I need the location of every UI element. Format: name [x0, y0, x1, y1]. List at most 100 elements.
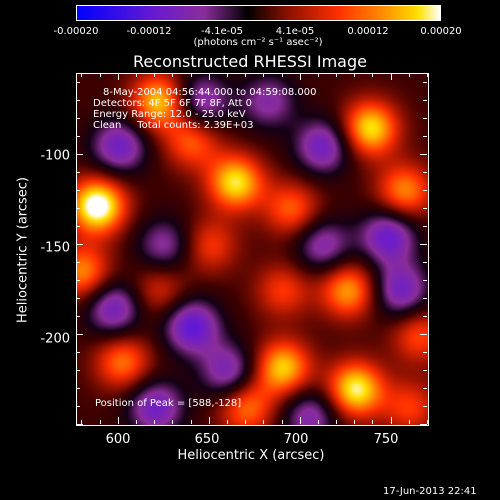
axis-tick-mark	[423, 208, 427, 209]
axis-tick-mark	[208, 417, 210, 424]
axis-tick-mark	[423, 352, 427, 353]
colorbar-tick: -0.00020	[53, 26, 99, 37]
axis-tick-mark	[354, 420, 356, 424]
axis-tick-mark	[390, 73, 392, 80]
axis-tick-mark	[423, 388, 427, 389]
axis-tick-mark	[117, 73, 119, 80]
chart-title: Reconstructed RHESSI Image	[133, 52, 367, 71]
axis-tick-mark	[136, 420, 137, 424]
axis-tick-mark	[372, 73, 374, 77]
axis-tick-mark	[336, 73, 338, 77]
axis-tick-mark	[154, 420, 156, 424]
annotation-energy-range: Energy Range: 12.0 - 25.0 keV	[93, 109, 246, 120]
axis-tick-mark	[76, 82, 80, 83]
axis-tick-mark	[226, 73, 228, 77]
axis-tick-mark	[154, 73, 156, 77]
plot-area: 8-May-2004 04:56:44.000 to 04:59:08.000 …	[76, 73, 429, 426]
axis-tick-mark	[427, 73, 428, 77]
axis-tick-mark	[76, 172, 80, 173]
axis-tick-mark	[76, 154, 83, 155]
axis-tick-mark	[76, 136, 80, 137]
heatmap-image	[77, 74, 428, 425]
annotation-time-range: 8-May-2004 04:56:44.000 to 04:59:08.000	[103, 87, 317, 98]
axis-tick-mark	[423, 406, 427, 407]
axis-tick-mark	[76, 244, 83, 245]
axis-tick-mark	[354, 73, 356, 77]
axis-tick-mark	[76, 100, 80, 101]
axis-tick-mark	[172, 420, 174, 424]
axis-tick-mark	[317, 73, 319, 77]
axis-tick-mark	[76, 118, 80, 119]
axis-tick-mark	[76, 226, 80, 227]
colorbar	[76, 5, 441, 21]
annotation-detectors: Detectors: 4F 5F 6F 7F 8F, Att 0	[93, 98, 253, 109]
y-axis-label: Heliocentric Y (arcsec)	[15, 177, 31, 323]
axis-tick-mark	[117, 417, 119, 424]
axis-tick-mark	[420, 244, 427, 245]
y-tick-label: -150	[40, 240, 70, 256]
axis-tick-mark	[76, 370, 80, 371]
axis-tick-mark	[390, 417, 392, 424]
axis-tick-mark	[423, 370, 427, 371]
colorbar-tick: -4.1e-05	[201, 26, 243, 37]
axis-tick-mark	[420, 424, 427, 425]
axis-tick-mark	[281, 420, 283, 424]
axis-tick-mark	[263, 73, 265, 77]
x-tick-label: 700	[283, 432, 309, 447]
axis-tick-mark	[423, 226, 427, 227]
axis-tick-mark	[423, 82, 427, 83]
axis-tick-mark	[190, 73, 192, 77]
annotation-peak-position: Position of Peak = [588,-128]	[95, 398, 242, 409]
axis-tick-mark	[317, 420, 319, 424]
x-axis-label: Heliocentric X (arcsec)	[177, 448, 325, 463]
axis-tick-mark	[76, 334, 83, 335]
axis-tick-mark	[99, 420, 101, 424]
axis-tick-mark	[172, 73, 174, 77]
x-tick-label: 650	[194, 432, 220, 447]
y-tick-label: -200	[40, 331, 70, 347]
axis-tick-mark	[208, 73, 210, 80]
axis-tick-mark	[408, 73, 410, 77]
axis-tick-mark	[76, 298, 80, 299]
axis-tick-mark	[423, 280, 427, 281]
axis-tick-mark	[76, 352, 80, 353]
axis-tick-mark	[423, 298, 427, 299]
axis-tick-mark	[408, 420, 410, 424]
x-tick-label: 750	[373, 432, 399, 447]
x-tick-label: 600	[105, 432, 131, 447]
axis-tick-mark	[420, 334, 427, 335]
axis-tick-mark	[281, 73, 283, 77]
axis-tick-mark	[336, 420, 338, 424]
generation-timestamp: 17-Jun-2013 22:41	[383, 486, 477, 497]
axis-tick-mark	[245, 420, 247, 424]
axis-tick-mark	[76, 208, 80, 209]
axis-tick-mark	[76, 262, 80, 263]
axis-tick-mark	[76, 406, 80, 407]
axis-tick-mark	[423, 190, 427, 191]
axis-tick-mark	[76, 190, 80, 191]
colorbar-tick: 4.1e-05	[275, 26, 315, 37]
y-tick-label: -100	[40, 148, 70, 164]
axis-tick-mark	[423, 262, 427, 263]
axis-tick-mark	[76, 388, 80, 389]
colorbar-tick: 0.00020	[420, 26, 462, 37]
axis-tick-mark	[420, 154, 427, 155]
axis-tick-mark	[423, 136, 427, 137]
axis-tick-mark	[99, 73, 101, 77]
axis-tick-mark	[136, 73, 137, 77]
axis-tick-mark	[423, 172, 427, 173]
colorbar-tick: 0.00012	[347, 26, 389, 37]
axis-tick-mark	[299, 73, 301, 80]
axis-tick-mark	[423, 316, 427, 317]
axis-tick-mark	[263, 420, 265, 424]
colorbar-tick: -0.00012	[126, 26, 172, 37]
axis-tick-mark	[76, 280, 80, 281]
axis-tick-mark	[299, 417, 301, 424]
axis-tick-mark	[226, 420, 228, 424]
colorbar-unit-label: (photons cm⁻² s⁻¹ asec⁻²)	[193, 37, 323, 48]
axis-tick-mark	[76, 316, 80, 317]
axis-tick-mark	[81, 420, 83, 424]
axis-tick-mark	[81, 73, 83, 77]
annotation-clean-counts: Clean Total counts: 2.39E+03	[93, 120, 254, 131]
axis-tick-mark	[423, 118, 427, 119]
